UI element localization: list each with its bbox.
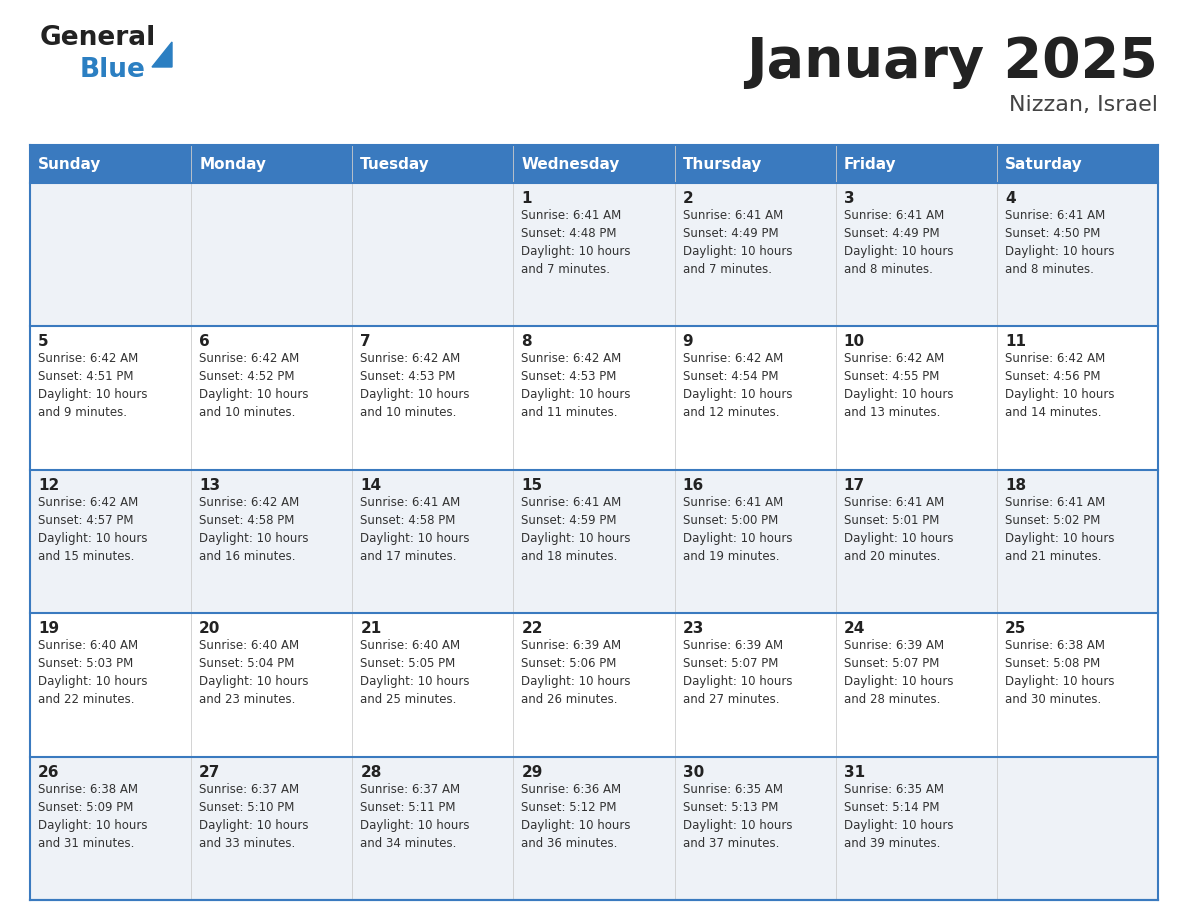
Bar: [30, 145, 191, 183]
Text: Sunrise: 6:42 AM
Sunset: 4:53 PM
Daylight: 10 hours
and 10 minutes.: Sunrise: 6:42 AM Sunset: 4:53 PM Dayligh…: [360, 353, 469, 420]
Text: 5: 5: [38, 334, 49, 350]
Text: 8: 8: [522, 334, 532, 350]
Text: Sunrise: 6:40 AM
Sunset: 5:04 PM
Daylight: 10 hours
and 23 minutes.: Sunrise: 6:40 AM Sunset: 5:04 PM Dayligh…: [200, 639, 309, 706]
Text: Sunrise: 6:41 AM
Sunset: 5:01 PM
Daylight: 10 hours
and 20 minutes.: Sunrise: 6:41 AM Sunset: 5:01 PM Dayligh…: [843, 496, 953, 563]
Text: January 2025: January 2025: [746, 35, 1158, 89]
Text: Sunrise: 6:39 AM
Sunset: 5:06 PM
Daylight: 10 hours
and 26 minutes.: Sunrise: 6:39 AM Sunset: 5:06 PM Dayligh…: [522, 639, 631, 706]
Text: 31: 31: [843, 765, 865, 779]
Text: Sunrise: 6:41 AM
Sunset: 4:58 PM
Daylight: 10 hours
and 17 minutes.: Sunrise: 6:41 AM Sunset: 4:58 PM Dayligh…: [360, 496, 469, 563]
Text: 29: 29: [522, 765, 543, 779]
Text: Sunrise: 6:37 AM
Sunset: 5:11 PM
Daylight: 10 hours
and 34 minutes.: Sunrise: 6:37 AM Sunset: 5:11 PM Dayligh…: [360, 783, 469, 849]
Text: Sunrise: 6:39 AM
Sunset: 5:07 PM
Daylight: 10 hours
and 28 minutes.: Sunrise: 6:39 AM Sunset: 5:07 PM Dayligh…: [843, 639, 953, 706]
Bar: [30, 327, 1158, 470]
Text: 30: 30: [683, 765, 703, 779]
Text: 11: 11: [1005, 334, 1026, 350]
Text: Sunrise: 6:38 AM
Sunset: 5:08 PM
Daylight: 10 hours
and 30 minutes.: Sunrise: 6:38 AM Sunset: 5:08 PM Dayligh…: [1005, 639, 1114, 706]
Bar: [30, 756, 1158, 900]
Text: Sunrise: 6:36 AM
Sunset: 5:12 PM
Daylight: 10 hours
and 36 minutes.: Sunrise: 6:36 AM Sunset: 5:12 PM Dayligh…: [522, 783, 631, 849]
Bar: [997, 145, 1158, 183]
Text: 12: 12: [38, 477, 59, 493]
Text: 20: 20: [200, 621, 221, 636]
Text: 3: 3: [843, 191, 854, 206]
Text: 10: 10: [843, 334, 865, 350]
Text: Sunday: Sunday: [38, 156, 101, 172]
Text: Sunrise: 6:42 AM
Sunset: 4:51 PM
Daylight: 10 hours
and 9 minutes.: Sunrise: 6:42 AM Sunset: 4:51 PM Dayligh…: [38, 353, 147, 420]
Text: Sunrise: 6:42 AM
Sunset: 4:54 PM
Daylight: 10 hours
and 12 minutes.: Sunrise: 6:42 AM Sunset: 4:54 PM Dayligh…: [683, 353, 792, 420]
Text: Sunrise: 6:42 AM
Sunset: 4:55 PM
Daylight: 10 hours
and 13 minutes.: Sunrise: 6:42 AM Sunset: 4:55 PM Dayligh…: [843, 353, 953, 420]
Text: Sunrise: 6:42 AM
Sunset: 4:56 PM
Daylight: 10 hours
and 14 minutes.: Sunrise: 6:42 AM Sunset: 4:56 PM Dayligh…: [1005, 353, 1114, 420]
Polygon shape: [152, 42, 172, 67]
Bar: [353, 145, 513, 183]
Text: Blue: Blue: [80, 57, 146, 83]
Text: Sunrise: 6:41 AM
Sunset: 4:49 PM
Daylight: 10 hours
and 7 minutes.: Sunrise: 6:41 AM Sunset: 4:49 PM Dayligh…: [683, 209, 792, 276]
Text: 22: 22: [522, 621, 543, 636]
Text: 14: 14: [360, 477, 381, 493]
Text: Sunrise: 6:35 AM
Sunset: 5:14 PM
Daylight: 10 hours
and 39 minutes.: Sunrise: 6:35 AM Sunset: 5:14 PM Dayligh…: [843, 783, 953, 849]
Text: 1: 1: [522, 191, 532, 206]
Text: Saturday: Saturday: [1005, 156, 1082, 172]
Text: 13: 13: [200, 477, 220, 493]
Text: Thursday: Thursday: [683, 156, 762, 172]
Text: 17: 17: [843, 477, 865, 493]
Text: Friday: Friday: [843, 156, 896, 172]
Text: 26: 26: [38, 765, 59, 779]
Bar: [30, 470, 1158, 613]
Text: 19: 19: [38, 621, 59, 636]
Text: Sunrise: 6:41 AM
Sunset: 4:50 PM
Daylight: 10 hours
and 8 minutes.: Sunrise: 6:41 AM Sunset: 4:50 PM Dayligh…: [1005, 209, 1114, 276]
Text: Sunrise: 6:41 AM
Sunset: 5:02 PM
Daylight: 10 hours
and 21 minutes.: Sunrise: 6:41 AM Sunset: 5:02 PM Dayligh…: [1005, 496, 1114, 563]
Text: 2: 2: [683, 191, 694, 206]
Text: Wednesday: Wednesday: [522, 156, 620, 172]
Text: Sunrise: 6:41 AM
Sunset: 4:59 PM
Daylight: 10 hours
and 18 minutes.: Sunrise: 6:41 AM Sunset: 4:59 PM Dayligh…: [522, 496, 631, 563]
Text: Sunrise: 6:41 AM
Sunset: 4:49 PM
Daylight: 10 hours
and 8 minutes.: Sunrise: 6:41 AM Sunset: 4:49 PM Dayligh…: [843, 209, 953, 276]
Bar: [30, 183, 1158, 327]
Bar: [513, 145, 675, 183]
Text: Sunrise: 6:42 AM
Sunset: 4:57 PM
Daylight: 10 hours
and 15 minutes.: Sunrise: 6:42 AM Sunset: 4:57 PM Dayligh…: [38, 496, 147, 563]
Text: Sunrise: 6:41 AM
Sunset: 4:48 PM
Daylight: 10 hours
and 7 minutes.: Sunrise: 6:41 AM Sunset: 4:48 PM Dayligh…: [522, 209, 631, 276]
Text: Sunrise: 6:42 AM
Sunset: 4:52 PM
Daylight: 10 hours
and 10 minutes.: Sunrise: 6:42 AM Sunset: 4:52 PM Dayligh…: [200, 353, 309, 420]
Text: 28: 28: [360, 765, 381, 779]
Text: 27: 27: [200, 765, 221, 779]
Text: Sunrise: 6:41 AM
Sunset: 5:00 PM
Daylight: 10 hours
and 19 minutes.: Sunrise: 6:41 AM Sunset: 5:00 PM Dayligh…: [683, 496, 792, 563]
Bar: [835, 145, 997, 183]
Text: Tuesday: Tuesday: [360, 156, 430, 172]
Text: Sunrise: 6:35 AM
Sunset: 5:13 PM
Daylight: 10 hours
and 37 minutes.: Sunrise: 6:35 AM Sunset: 5:13 PM Dayligh…: [683, 783, 792, 849]
Text: Sunrise: 6:38 AM
Sunset: 5:09 PM
Daylight: 10 hours
and 31 minutes.: Sunrise: 6:38 AM Sunset: 5:09 PM Dayligh…: [38, 783, 147, 849]
Text: 15: 15: [522, 477, 543, 493]
Text: 4: 4: [1005, 191, 1016, 206]
Text: 24: 24: [843, 621, 865, 636]
Text: Sunrise: 6:42 AM
Sunset: 4:58 PM
Daylight: 10 hours
and 16 minutes.: Sunrise: 6:42 AM Sunset: 4:58 PM Dayligh…: [200, 496, 309, 563]
Text: 21: 21: [360, 621, 381, 636]
Text: 23: 23: [683, 621, 704, 636]
Text: Monday: Monday: [200, 156, 266, 172]
Text: 16: 16: [683, 477, 703, 493]
Text: 7: 7: [360, 334, 371, 350]
Text: 18: 18: [1005, 477, 1026, 493]
Text: General: General: [40, 25, 157, 51]
Text: 6: 6: [200, 334, 210, 350]
Text: 25: 25: [1005, 621, 1026, 636]
Text: Sunrise: 6:40 AM
Sunset: 5:03 PM
Daylight: 10 hours
and 22 minutes.: Sunrise: 6:40 AM Sunset: 5:03 PM Dayligh…: [38, 639, 147, 706]
Text: Sunrise: 6:42 AM
Sunset: 4:53 PM
Daylight: 10 hours
and 11 minutes.: Sunrise: 6:42 AM Sunset: 4:53 PM Dayligh…: [522, 353, 631, 420]
Text: Sunrise: 6:37 AM
Sunset: 5:10 PM
Daylight: 10 hours
and 33 minutes.: Sunrise: 6:37 AM Sunset: 5:10 PM Dayligh…: [200, 783, 309, 849]
Bar: [675, 145, 835, 183]
Text: Sunrise: 6:39 AM
Sunset: 5:07 PM
Daylight: 10 hours
and 27 minutes.: Sunrise: 6:39 AM Sunset: 5:07 PM Dayligh…: [683, 639, 792, 706]
Text: 9: 9: [683, 334, 693, 350]
Text: Nizzan, Israel: Nizzan, Israel: [1009, 95, 1158, 115]
Bar: [30, 613, 1158, 756]
Text: Sunrise: 6:40 AM
Sunset: 5:05 PM
Daylight: 10 hours
and 25 minutes.: Sunrise: 6:40 AM Sunset: 5:05 PM Dayligh…: [360, 639, 469, 706]
Bar: [191, 145, 353, 183]
